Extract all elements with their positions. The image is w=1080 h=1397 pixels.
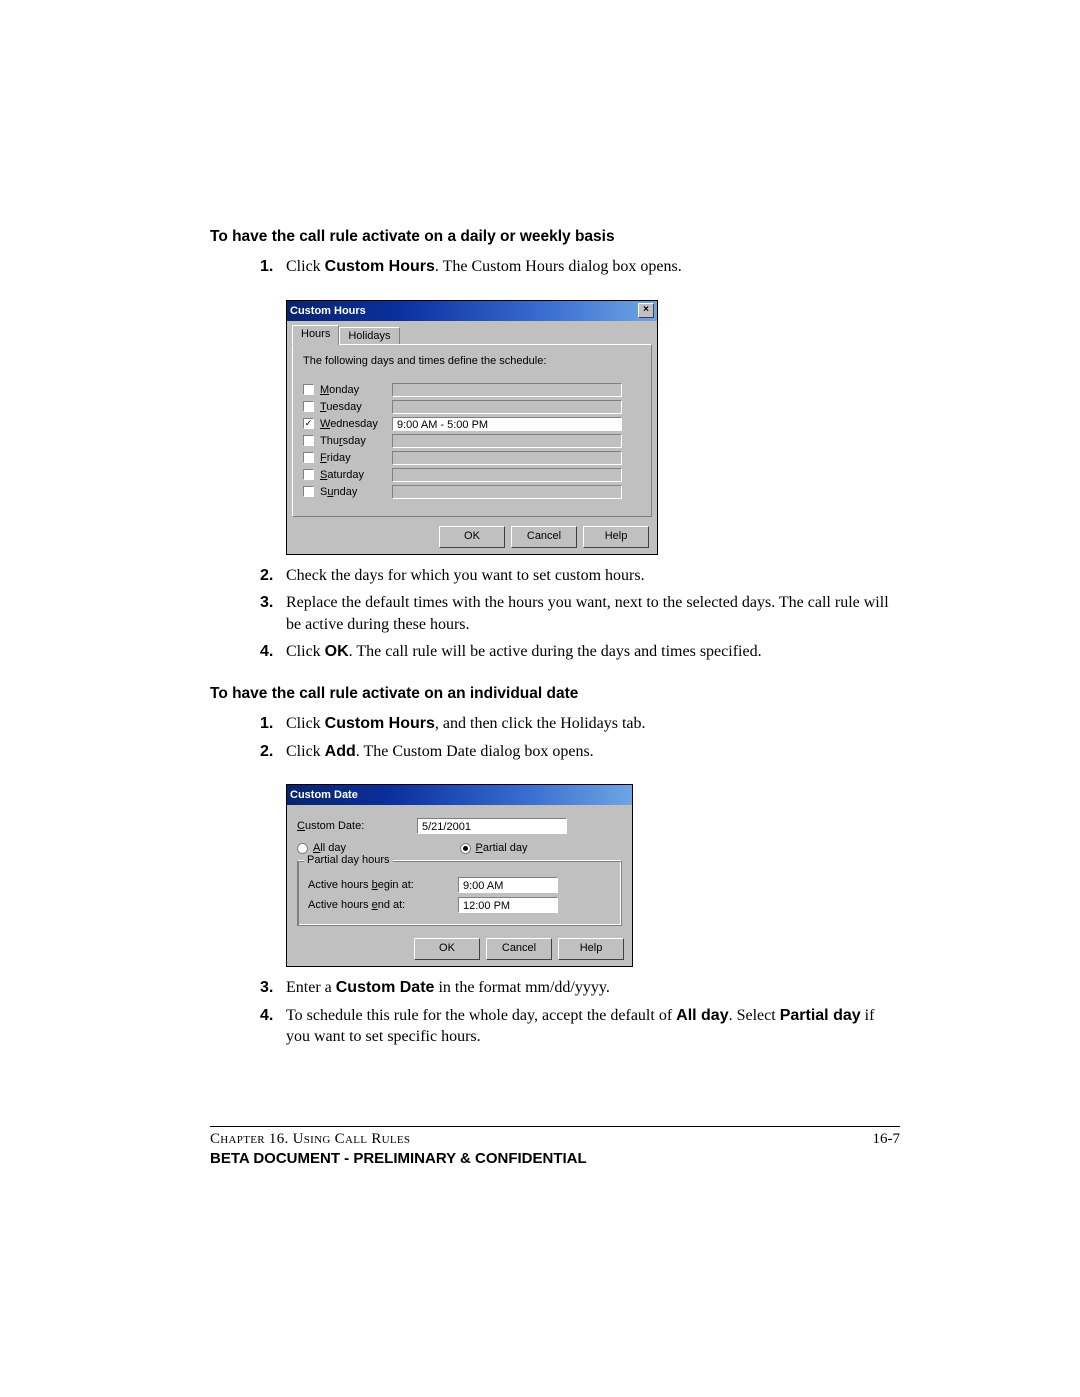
custom-date-label: Custom Date:: [297, 820, 417, 832]
hours-input[interactable]: [392, 434, 622, 448]
group-legend: Partial day hours: [304, 854, 393, 866]
custom-date-input[interactable]: 5/21/2001: [417, 818, 567, 834]
footer-rule: [210, 1126, 900, 1127]
dialog-buttons: OK Cancel Help: [287, 522, 657, 554]
day-label: Thursday: [320, 435, 392, 447]
day-label: Tuesday: [320, 401, 392, 413]
step-text: Click OK. The call rule will be active d…: [286, 641, 900, 663]
day-row: Friday: [303, 451, 641, 465]
step-number: 2.: [260, 741, 286, 763]
day-label: Wednesday: [320, 418, 392, 430]
ok-button[interactable]: OK: [414, 938, 480, 960]
ok-button[interactable]: OK: [439, 526, 505, 548]
custom-date-dialog: Custom Date Custom Date: 5/21/2001 All d…: [286, 784, 633, 967]
hours-input[interactable]: [392, 468, 622, 482]
day-label: Friday: [320, 452, 392, 464]
day-row: Thursday: [303, 434, 641, 448]
titlebar: Custom Date: [287, 785, 632, 805]
custom-hours-dialog: Custom Hours × Hours Holidays The follow…: [286, 300, 658, 555]
dialog-title: Custom Date: [290, 789, 358, 801]
list-item: 1. Click Custom Hours. The Custom Hours …: [260, 256, 900, 278]
hours-input[interactable]: [392, 383, 622, 397]
end-input[interactable]: 12:00 PM: [458, 897, 558, 913]
dialog-buttons: OK Cancel Help: [287, 934, 632, 966]
footer-chapter: Chapter 16. Using Call Rules: [210, 1131, 410, 1148]
checkbox[interactable]: ✓: [303, 418, 314, 429]
list-item: 1. Click Custom Hours, and then click th…: [260, 713, 900, 735]
step-number: 3.: [260, 592, 286, 635]
tab-panel: The following days and times define the …: [292, 344, 652, 517]
help-button[interactable]: Help: [558, 938, 624, 960]
step-text: Click Custom Hours. The Custom Hours dia…: [286, 256, 900, 278]
radio-label: Partial day: [476, 842, 528, 854]
end-label: Active hours end at:: [308, 899, 458, 911]
step-number: 4.: [260, 641, 286, 663]
step-text: Click Custom Hours, and then click the H…: [286, 713, 900, 735]
step-text: Check the days for which you want to set…: [286, 565, 900, 587]
day-row: ✓ Wednesday9:00 AM - 5:00 PM: [303, 417, 641, 431]
partial-day-group: Partial day hours Active hours begin at:…: [297, 860, 622, 926]
radio-partial-day[interactable]: Partial day: [460, 842, 623, 854]
panel-instruction: The following days and times define the …: [303, 355, 641, 367]
list-item: 2. Click Add. The Custom Date dialog box…: [260, 741, 900, 763]
section2-steps: 1. Click Custom Hours, and then click th…: [260, 713, 900, 762]
radio-icon: [297, 843, 308, 854]
list-item: 3. Replace the default times with the ho…: [260, 592, 900, 635]
day-row: Saturday: [303, 468, 641, 482]
day-row: Tuesday: [303, 400, 641, 414]
checkbox[interactable]: [303, 435, 314, 446]
hours-input[interactable]: [392, 451, 622, 465]
day-row: Monday: [303, 383, 641, 397]
day-label: Saturday: [320, 469, 392, 481]
footer-confidential: BETA DOCUMENT - PRELIMINARY & CONFIDENTI…: [210, 1150, 900, 1167]
list-item: 3. Enter a Custom Date in the format mm/…: [260, 977, 900, 999]
help-button[interactable]: Help: [583, 526, 649, 548]
step-text: To schedule this rule for the whole day,…: [286, 1005, 900, 1048]
dialog-title: Custom Hours: [290, 305, 366, 317]
step-text: Replace the default times with the hours…: [286, 592, 900, 635]
list-item: 4. To schedule this rule for the whole d…: [260, 1005, 900, 1048]
section1-heading: To have the call rule activate on a dail…: [210, 228, 900, 246]
checkbox[interactable]: [303, 469, 314, 480]
checkbox[interactable]: [303, 486, 314, 497]
close-icon[interactable]: ×: [638, 303, 654, 318]
day-label: Monday: [320, 384, 392, 396]
step-text: Enter a Custom Date in the format mm/dd/…: [286, 977, 900, 999]
tab-holidays[interactable]: Holidays: [339, 327, 399, 344]
step-number: 4.: [260, 1005, 286, 1048]
step-number: 1.: [260, 713, 286, 735]
cancel-button[interactable]: Cancel: [486, 938, 552, 960]
list-item: 2. Check the days for which you want to …: [260, 565, 900, 587]
radio-icon: [460, 843, 471, 854]
page-footer: Chapter 16. Using Call Rules 16-7 BETA D…: [210, 1126, 900, 1167]
footer-pagenum: 16-7: [873, 1131, 901, 1148]
hours-input[interactable]: [392, 485, 622, 499]
checkbox[interactable]: [303, 384, 314, 395]
begin-label: Active hours begin at:: [308, 879, 458, 891]
day-row: Sunday: [303, 485, 641, 499]
hours-input[interactable]: 9:00 AM - 5:00 PM: [392, 417, 622, 431]
radio-label: All day: [313, 842, 346, 854]
list-item: 4. Click OK. The call rule will be activ…: [260, 641, 900, 663]
section2-heading: To have the call rule activate on an ind…: [210, 685, 900, 703]
radio-all-day[interactable]: All day: [297, 842, 460, 854]
step-number: 2.: [260, 565, 286, 587]
cancel-button[interactable]: Cancel: [511, 526, 577, 548]
section1-steps-cont: 2. Check the days for which you want to …: [260, 565, 900, 663]
step-number: 1.: [260, 256, 286, 278]
step-text: Click Add. The Custom Date dialog box op…: [286, 741, 900, 763]
section1-steps: 1. Click Custom Hours. The Custom Hours …: [260, 256, 900, 278]
step-number: 3.: [260, 977, 286, 999]
checkbox[interactable]: [303, 452, 314, 463]
begin-input[interactable]: 9:00 AM: [458, 877, 558, 893]
tab-strip: Hours Holidays: [292, 325, 652, 344]
section2-steps-cont: 3. Enter a Custom Date in the format mm/…: [260, 977, 900, 1048]
checkbox[interactable]: [303, 401, 314, 412]
hours-input[interactable]: [392, 400, 622, 414]
tab-hours[interactable]: Hours: [292, 325, 339, 345]
day-label: Sunday: [320, 486, 392, 498]
titlebar: Custom Hours ×: [287, 301, 657, 321]
